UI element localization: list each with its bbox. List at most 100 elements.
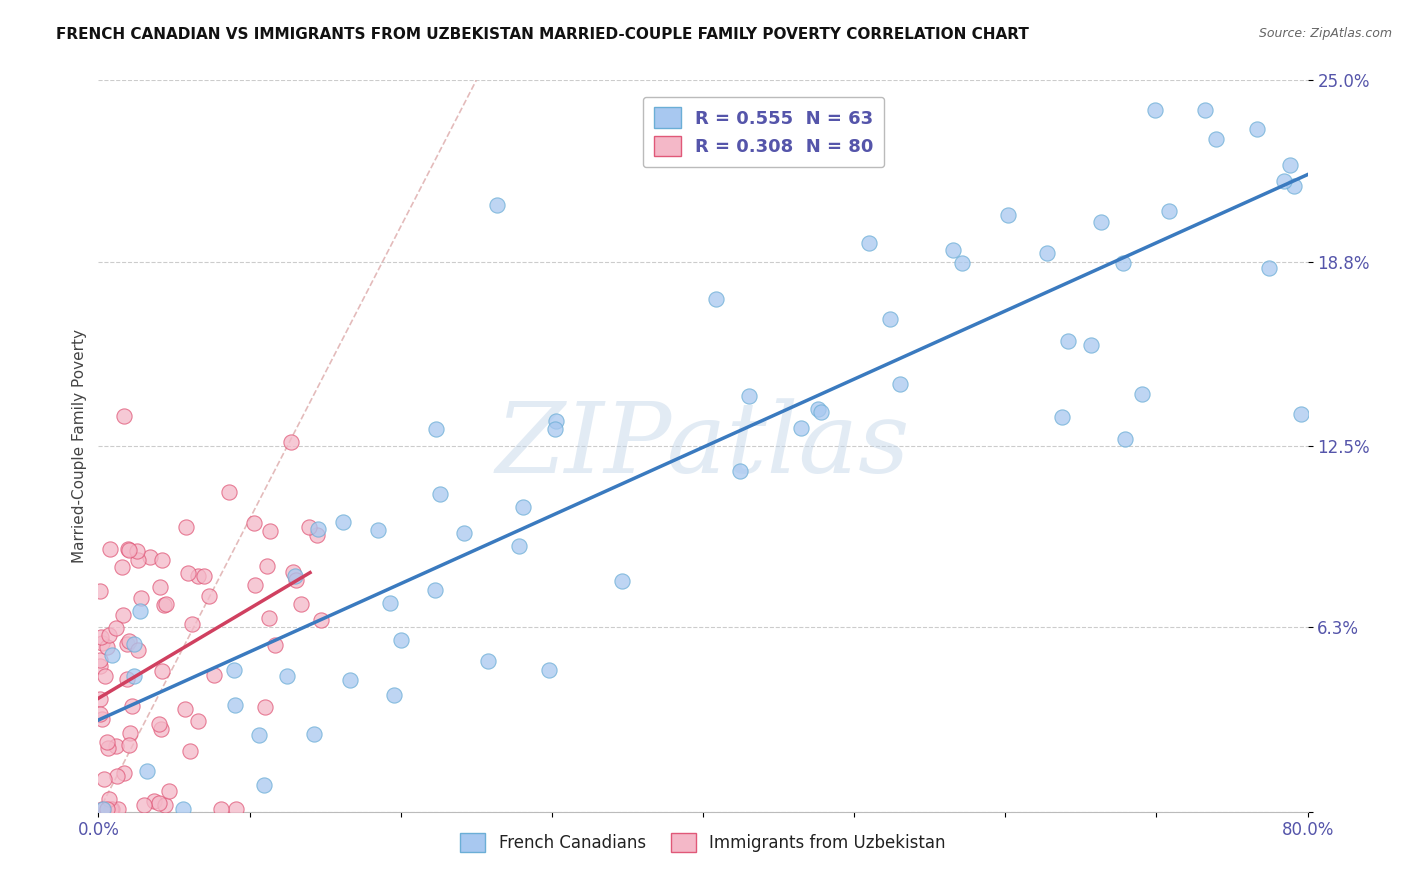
- Point: [115, 672, 138, 686]
- Point: [1035, 246, 1057, 260]
- Point: [90, 630, 112, 644]
- Point: [378, 596, 401, 610]
- Point: [425, 582, 447, 597]
- Point: [174, 701, 197, 715]
- Point: [91, 712, 114, 726]
- Point: [125, 544, 148, 558]
- Point: [1272, 173, 1295, 187]
- Point: [149, 580, 172, 594]
- Point: [810, 405, 832, 419]
- Point: [302, 727, 325, 741]
- Point: [172, 802, 194, 816]
- Point: [253, 700, 276, 714]
- Point: [152, 665, 174, 679]
- Point: [111, 607, 134, 622]
- Point: [139, 549, 162, 564]
- Point: [1143, 103, 1166, 117]
- Point: [107, 802, 129, 816]
- Point: [738, 389, 761, 403]
- Point: [307, 522, 329, 536]
- Point: [997, 208, 1019, 222]
- Point: [1090, 215, 1112, 229]
- Text: ZIPatlas: ZIPatlas: [496, 399, 910, 493]
- Point: [118, 726, 141, 740]
- Point: [1194, 103, 1216, 117]
- Point: [429, 487, 451, 501]
- Point: [193, 569, 215, 583]
- Point: [879, 311, 901, 326]
- Point: [89, 706, 111, 721]
- Point: [790, 421, 813, 435]
- Point: [259, 524, 281, 539]
- Point: [96, 640, 118, 654]
- Y-axis label: Married-Couple Family Poverty: Married-Couple Family Poverty: [72, 329, 87, 563]
- Point: [127, 643, 149, 657]
- Point: [247, 729, 270, 743]
- Point: [122, 668, 145, 682]
- Point: [187, 568, 209, 582]
- Point: [148, 796, 170, 810]
- Point: [218, 484, 240, 499]
- Point: [98, 792, 121, 806]
- Point: [253, 778, 276, 792]
- Point: [225, 802, 247, 816]
- Point: [389, 633, 412, 648]
- Point: [111, 560, 134, 574]
- Point: [508, 539, 530, 553]
- Point: [89, 653, 111, 667]
- Point: [153, 598, 176, 612]
- Point: [1132, 387, 1154, 401]
- Point: [1157, 204, 1180, 219]
- Point: [242, 516, 264, 530]
- Text: Source: ZipAtlas.com: Source: ZipAtlas.com: [1258, 27, 1392, 40]
- Point: [243, 577, 266, 591]
- Point: [105, 739, 128, 754]
- Point: [105, 622, 128, 636]
- Point: [127, 553, 149, 567]
- Point: [1112, 255, 1135, 269]
- Point: [117, 543, 139, 558]
- Point: [89, 692, 111, 706]
- Point: [107, 769, 129, 783]
- Point: [118, 738, 141, 752]
- Point: [259, 610, 281, 624]
- Point: [112, 766, 135, 780]
- Point: [367, 523, 389, 537]
- Point: [339, 673, 361, 688]
- Point: [157, 784, 180, 798]
- Point: [198, 589, 221, 603]
- Point: [477, 654, 499, 668]
- Point: [112, 409, 135, 424]
- Point: [1114, 432, 1136, 446]
- Point: [134, 797, 156, 812]
- Point: [1289, 407, 1312, 421]
- Point: [537, 663, 560, 677]
- Point: [1278, 158, 1301, 172]
- Point: [135, 764, 157, 778]
- Point: [149, 723, 172, 737]
- Point: [728, 464, 751, 478]
- Point: [1282, 179, 1305, 194]
- Point: [97, 628, 120, 642]
- Point: [122, 637, 145, 651]
- Point: [453, 526, 475, 541]
- Point: [546, 414, 568, 428]
- Point: [209, 802, 232, 816]
- Point: [148, 717, 170, 731]
- Point: [121, 699, 143, 714]
- Point: [290, 597, 312, 611]
- Point: [305, 528, 328, 542]
- Point: [1050, 409, 1073, 424]
- Point: [100, 802, 122, 816]
- Point: [858, 235, 880, 250]
- Legend: French Canadians, Immigrants from Uzbekistan: French Canadians, Immigrants from Uzbeki…: [450, 822, 956, 862]
- Point: [298, 519, 321, 533]
- Point: [117, 542, 139, 557]
- Point: [96, 802, 118, 816]
- Point: [91, 802, 114, 816]
- Point: [96, 735, 118, 749]
- Point: [704, 292, 727, 306]
- Point: [284, 573, 307, 587]
- Point: [256, 559, 278, 574]
- Point: [118, 633, 141, 648]
